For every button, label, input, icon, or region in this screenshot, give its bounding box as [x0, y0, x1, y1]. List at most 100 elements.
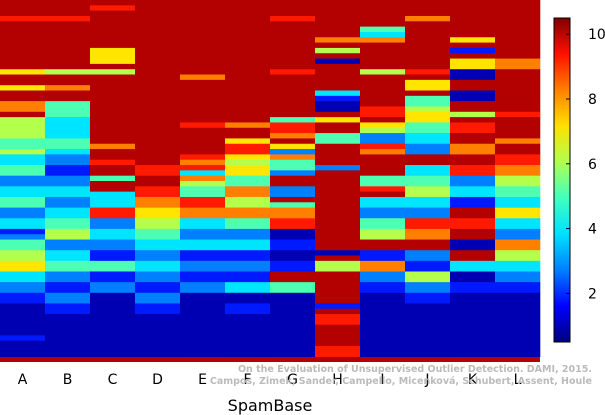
heatmap-cell [495, 239, 541, 251]
heatmap-cell [360, 31, 406, 38]
heatmap-cell [360, 282, 406, 294]
heatmap-cell [45, 165, 91, 176]
colorbar-tick-label: 2 [588, 286, 597, 302]
heatmap-column-C [90, 0, 136, 357]
heatmap-cell [0, 175, 46, 187]
heatmap-cell [405, 271, 451, 283]
heatmap-cell [135, 0, 181, 166]
heatmap-cell [180, 218, 226, 230]
heatmap-cell [0, 138, 46, 150]
heatmap-cell [45, 15, 91, 22]
x-tick-label: G [287, 372, 298, 388]
heatmap-cell [0, 90, 46, 102]
heatmap-cell [495, 175, 541, 187]
heatmap-cell [270, 218, 316, 230]
heatmap-cell [270, 26, 316, 38]
heatmap-cell [90, 165, 136, 176]
heatmap-cell [180, 127, 226, 155]
heatmap-cell [0, 186, 46, 198]
heatmap-cell [0, 0, 46, 17]
heatmap-cell [0, 15, 46, 22]
heatmap-cell [450, 207, 496, 219]
heatmap-cell [405, 106, 451, 113]
heatmap-cell [450, 228, 496, 240]
heatmap-cell [225, 0, 271, 123]
heatmap-cell [270, 143, 316, 150]
heatmap-cell [135, 175, 181, 187]
heatmap-cell [0, 207, 46, 219]
heatmap-cell [45, 228, 91, 240]
heatmap-cell [135, 292, 181, 304]
heatmap-cell [225, 314, 271, 357]
heatmap-cell [135, 218, 181, 230]
colorbar-tick-label: 4 [588, 222, 597, 238]
heatmap-cell [405, 207, 451, 219]
heatmap-cell [450, 90, 496, 102]
heatmap-cell [495, 228, 541, 240]
heatmap-cell [135, 207, 181, 219]
heatmap-cell [270, 282, 316, 294]
heatmap-cell [90, 292, 136, 304]
heatmap-cell [495, 218, 541, 230]
heatmap-cell [270, 37, 316, 70]
heatmap-cell [180, 122, 226, 129]
heatmap-cell [405, 0, 451, 17]
heatmap-cell [90, 47, 136, 65]
heatmap-cell [270, 196, 316, 203]
heatmap-cell [450, 239, 496, 251]
heatmap-column-J [405, 0, 451, 357]
heatmap-cell [315, 90, 361, 97]
heatmap-cell [405, 175, 451, 187]
heatmap-cell [270, 149, 316, 155]
heatmap-cell [315, 314, 361, 326]
heatmap-cell [450, 175, 496, 187]
heatmap-cell [360, 47, 406, 70]
heatmap-cell [360, 106, 406, 118]
heatmap-cell [180, 74, 226, 81]
colorbar-tick-label: 6 [588, 157, 597, 173]
heatmap-cell [315, 117, 361, 123]
heatmap-cell [495, 58, 541, 70]
heatmap-cell [405, 79, 451, 91]
heatmap-cell [90, 303, 136, 357]
heatmap-cell [0, 234, 46, 240]
heatmap-cell [45, 271, 91, 283]
heatmap-column-G [270, 0, 316, 357]
heatmap-cell [225, 196, 271, 208]
heatmap-cell [225, 138, 271, 145]
heatmap-cell [495, 260, 541, 272]
heatmap-cell [450, 117, 496, 123]
heatmap-cell [495, 196, 541, 208]
heatmap-cell [135, 314, 181, 357]
heatmap-cell [450, 143, 496, 155]
heatmap-cell [225, 228, 271, 240]
heatmap-cell [90, 175, 136, 182]
heatmap-cell [45, 149, 91, 155]
heatmap-cell [495, 165, 541, 176]
x-tick-label: F [243, 372, 251, 388]
heatmap-cell [90, 63, 136, 70]
heatmap-cell [315, 260, 361, 272]
heatmap-cell [135, 282, 181, 294]
heatmap-cell [315, 0, 361, 17]
heatmap-cell [270, 133, 316, 139]
heatmap-cell [405, 74, 451, 81]
heatmap-cell [180, 260, 226, 272]
colorbar-tick-label: 8 [588, 92, 597, 108]
heatmap-cell [135, 239, 181, 251]
heatmap-cell [135, 250, 181, 262]
heatmap-cell [0, 239, 46, 251]
heatmap-cell [225, 271, 271, 283]
heatmap-cell [45, 117, 91, 139]
heatmap-cell [360, 122, 406, 129]
heatmap-cell [360, 196, 406, 208]
heatmap-cell [495, 111, 541, 118]
heatmap-cell [450, 53, 496, 59]
heatmap-cell [90, 159, 136, 166]
heatmap-cell [315, 324, 361, 347]
heatmap-cell [360, 74, 406, 107]
heatmap-cell [45, 186, 91, 198]
heatmap-cell [0, 149, 46, 155]
heatmap-cell [450, 69, 496, 81]
